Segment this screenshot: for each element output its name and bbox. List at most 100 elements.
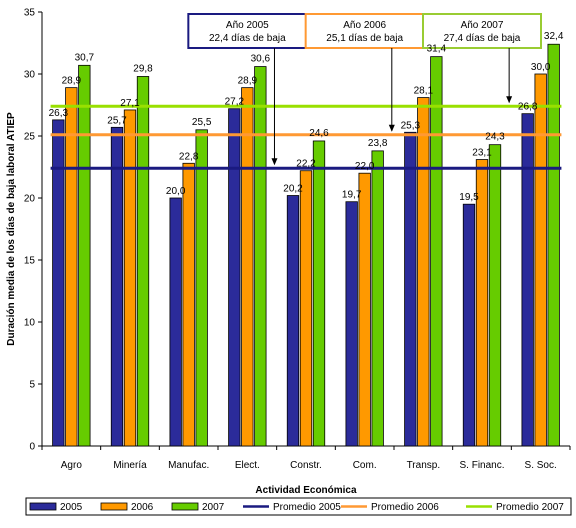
annotation-value: 22,4 días de baja <box>209 33 286 44</box>
bar-2006 <box>123 109 137 447</box>
bar-2007 <box>136 76 150 447</box>
data-label: 22,2 <box>296 159 316 170</box>
bar-2007 <box>430 56 443 447</box>
data-label: 27,1 <box>120 98 140 109</box>
bar-2007 <box>371 150 384 447</box>
y-axis-title: Duración media de los días de baja labor… <box>6 112 17 346</box>
data-label: 25,5 <box>192 117 212 128</box>
y-tick-label: 0 <box>29 442 35 453</box>
bar-2006 <box>299 170 313 447</box>
bar-2006 <box>358 172 371 447</box>
annotation-value: 27,4 días de baja <box>444 33 521 44</box>
data-label: 19,7 <box>342 190 362 201</box>
x-tick-label: Elect. <box>235 460 260 471</box>
bar-2005 <box>345 201 358 447</box>
legend-label: 2005 <box>60 502 83 513</box>
x-tick-label: Com. <box>353 460 377 471</box>
axes: 0 5 10 15 20 25 30 35 Agro Minería Manufac. Elect. C… <box>24 8 571 471</box>
data-label: 23,1 <box>472 148 492 159</box>
data-label: 22,0 <box>355 161 375 172</box>
data-label: 23,8 <box>368 138 388 149</box>
data-label: 31,4 <box>427 44 447 55</box>
bar-2006 <box>417 97 430 447</box>
x-tick-label: S. Soc. <box>525 460 557 471</box>
data-label: 26,8 <box>518 102 538 113</box>
bar-2007 <box>488 144 502 447</box>
y-tick-label: 25 <box>24 132 36 143</box>
average-lines <box>50 104 562 170</box>
annotation-title: Año 2006 <box>343 20 386 31</box>
x-tick-label: Transp. <box>407 460 441 471</box>
y-tick-label: 20 <box>24 194 36 205</box>
bar-2007 <box>254 66 267 447</box>
data-label: 24,6 <box>309 128 329 139</box>
bar-2006 <box>534 73 547 447</box>
data-label: 19,5 <box>459 192 479 203</box>
bar-2006 <box>65 87 78 447</box>
data-label: 25,3 <box>401 120 421 131</box>
y-tick-label: 5 <box>29 380 35 391</box>
x-tick-label: Minería <box>113 460 147 471</box>
annotation-box <box>422 13 542 49</box>
y-tick-label: 35 <box>24 8 36 19</box>
x-axis-title: Actividad Económica <box>255 485 357 496</box>
bar-2006 <box>475 159 489 447</box>
legend: 2005 2006 2007 Promedio 2005 Promedio 2006 Pr… <box>25 497 572 516</box>
x-tick-label: Manufac. <box>168 460 209 471</box>
bar-2007 <box>195 129 208 447</box>
data-label: 25,7 <box>107 115 127 126</box>
data-label: 29,8 <box>133 63 153 74</box>
data-label: 28,9 <box>62 76 82 87</box>
data-label: 24,3 <box>485 132 505 143</box>
data-label: 28,9 <box>238 76 258 87</box>
legend-label: 2006 <box>131 502 154 513</box>
annotation-arrowhead <box>271 158 278 166</box>
x-tick-label: Agro <box>61 460 83 471</box>
legend-label: Promedio 2007 <box>496 502 564 513</box>
legend-box <box>25 497 572 516</box>
x-tick-label: S. Financ. <box>459 460 504 471</box>
bar-2006 <box>182 162 195 447</box>
y-tick-label: 10 <box>24 318 36 329</box>
bar-2007 <box>547 43 560 447</box>
bar-2005 <box>404 131 417 447</box>
data-label: 32,4 <box>544 31 564 42</box>
data-label: 28,1 <box>414 86 434 97</box>
annotation-title: Año 2005 <box>226 20 269 31</box>
data-labels: 26,3 25,7 20,0 27,2 20,2 19,7 25,3 19,5 26,8 28,9… <box>49 31 564 203</box>
bar-2005 <box>110 126 124 447</box>
legend-label: 2007 <box>202 502 225 513</box>
data-label: 30,0 <box>531 62 551 73</box>
bar-2005 <box>52 119 65 447</box>
annotations: Año 2005 22,4 días de baja Año 2006 25,1 dí… <box>187 13 542 166</box>
data-label: 27,2 <box>225 97 245 108</box>
x-tick-label: Constr. <box>290 460 322 471</box>
data-label: 20,0 <box>166 186 186 197</box>
data-label: 30,6 <box>251 54 271 65</box>
bar-2006 <box>241 87 254 447</box>
bar-2007 <box>312 140 326 447</box>
annotation-value: 25,1 días de baja <box>326 33 403 44</box>
bar-2005 <box>228 108 241 447</box>
data-label: 30,7 <box>75 52 95 63</box>
bar-2005 <box>462 203 476 447</box>
annotation-title: Año 2007 <box>461 20 504 31</box>
data-label: 22,8 <box>179 151 199 162</box>
legend-swatch <box>171 502 199 511</box>
y-tick-label: 15 <box>24 256 36 267</box>
bar-2005 <box>521 113 534 447</box>
legend-swatch <box>29 502 57 511</box>
bars <box>52 43 560 447</box>
annotation-arrowhead <box>388 124 395 132</box>
legend-label: Promedio 2005 <box>273 502 341 513</box>
legend-swatch <box>100 502 128 511</box>
data-label: 26,3 <box>49 108 69 119</box>
bar-2007 <box>78 64 91 447</box>
bar-2005 <box>169 197 182 447</box>
annotation-arrowhead <box>506 96 513 104</box>
data-label: 20,2 <box>283 184 303 195</box>
y-tick-label: 30 <box>24 70 36 81</box>
bar-2005 <box>286 195 300 447</box>
